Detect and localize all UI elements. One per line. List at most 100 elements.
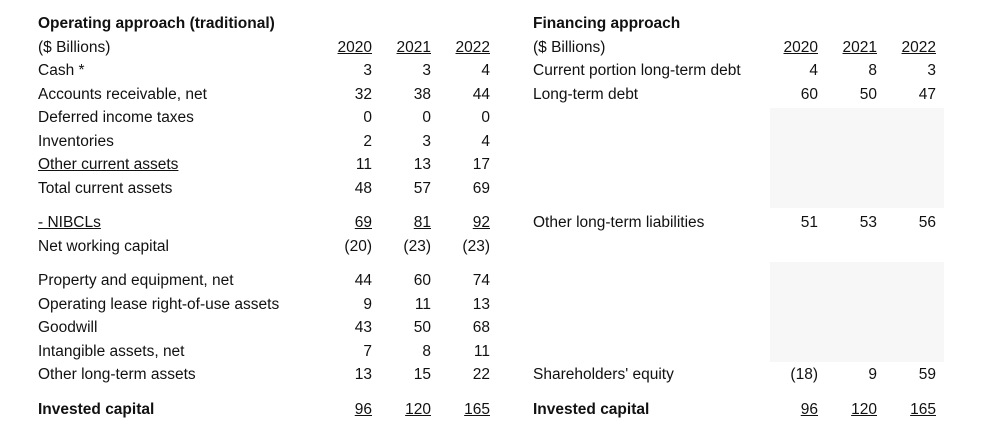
year-header: 2021 (396, 38, 431, 56)
row-value: 69 (472, 179, 490, 197)
row-value: 165 (464, 400, 490, 418)
spacer-row (533, 340, 943, 364)
row-value: 9 (363, 295, 372, 313)
row-value: 11 (414, 295, 431, 313)
row-label: Other current assets (38, 156, 179, 173)
financing-unit: ($ Billions) (533, 38, 606, 56)
operating-approach-table: Operating approach (traditional) ($ Bill… (38, 12, 498, 421)
operating-title-row: Operating approach (traditional) (38, 12, 498, 36)
spacer-row (533, 177, 943, 201)
row-value: 11 (473, 342, 490, 360)
row-label: Other long-term liabilities (533, 214, 705, 231)
spacer-row (533, 293, 943, 317)
row-label: Total current assets (38, 179, 173, 197)
year-header: 2021 (842, 38, 877, 56)
row-value: 13 (413, 156, 431, 173)
table-row: Current portion long-term debt 4 8 3 (533, 59, 943, 83)
table-row: Other long-term liabilities 51 53 56 (533, 211, 943, 235)
operating-title: Operating approach (traditional) (38, 15, 275, 32)
row-value: 11 (355, 156, 372, 173)
row-value: 165 (910, 400, 936, 418)
table-row: Deferred income taxes 0 0 0 (38, 106, 498, 130)
row-label: Cash * (38, 62, 85, 79)
table-row: Shareholders' equity (18) 9 59 (533, 363, 943, 387)
year-header: 2020 (783, 38, 818, 56)
row-value: 69 (354, 214, 372, 231)
row-value: 92 (472, 214, 490, 231)
row-value: 81 (413, 214, 431, 231)
table-row: Other long-term assets 13 15 22 (38, 363, 498, 387)
table-row: Goodwill 43 50 68 (38, 316, 498, 340)
financing-title: Financing approach (533, 15, 681, 32)
table-row: Total current assets 48 57 69 (38, 177, 498, 201)
row-label: Operating lease right-of-use assets (38, 295, 280, 313)
spacer-row (533, 235, 943, 259)
row-value: 13 (472, 295, 490, 313)
year-header: 2022 (455, 38, 490, 56)
table-row: Intangible assets, net 7 8 11 (38, 340, 498, 364)
row-value: 120 (405, 400, 431, 418)
year-header: 2022 (901, 38, 936, 56)
row-value: 50 (413, 319, 431, 336)
table-row: Long-term debt 60 50 47 (533, 83, 943, 107)
row-value: 7 (363, 342, 372, 360)
invested-capital-row: Invested capital 96 120 165 (533, 398, 943, 422)
row-value: (20) (344, 237, 372, 255)
row-label: Shareholders' equity (533, 366, 674, 383)
row-value: 4 (809, 62, 818, 79)
financing-shaded-area-lower (770, 262, 944, 362)
operating-unit: ($ Billions) (38, 38, 111, 56)
row-label: - NIBCLs (38, 214, 101, 231)
financing-title-row: Financing approach (533, 12, 943, 36)
row-label: Net working capital (38, 237, 169, 255)
row-value: 3 (422, 62, 431, 79)
row-value: 3 (422, 132, 431, 150)
spacer-row (533, 269, 943, 293)
row-label: Goodwill (38, 319, 98, 336)
row-value: 68 (472, 319, 490, 336)
financing-header-row: ($ Billions) 2020 2021 2022 (533, 36, 943, 60)
row-value: 17 (472, 156, 490, 173)
row-value: 47 (918, 85, 936, 103)
row-value: (18) (790, 366, 818, 383)
table-row: Net working capital (20) (23) (23) (38, 235, 498, 259)
spacer-row (533, 106, 943, 130)
row-value: 96 (354, 400, 372, 418)
table-row: Operating lease right-of-use assets 9 11… (38, 293, 498, 317)
row-value: 53 (859, 214, 877, 231)
operating-header-row: ($ Billions) 2020 2021 2022 (38, 36, 498, 60)
table-row: - NIBCLs 69 81 92 (38, 211, 498, 235)
table-row: Accounts receivable, net 32 38 44 (38, 83, 498, 107)
table-row: Other current assets 11 13 17 (38, 153, 498, 177)
row-label: Long-term debt (533, 85, 639, 103)
row-value: 59 (918, 366, 936, 383)
row-value: 44 (472, 85, 490, 103)
row-value: 96 (800, 400, 818, 418)
row-value: 9 (868, 366, 877, 383)
row-value: 4 (481, 62, 490, 79)
row-value: 3 (363, 62, 372, 79)
row-label: Intangible assets, net (38, 342, 185, 360)
row-value: 56 (918, 214, 936, 231)
row-value: 2 (363, 132, 372, 150)
row-value: 4 (481, 132, 490, 150)
row-value: 0 (422, 109, 431, 126)
row-value: 0 (481, 109, 490, 126)
row-value: 32 (354, 85, 372, 103)
row-value: 60 (413, 272, 431, 289)
row-label: Inventories (38, 132, 114, 150)
row-value: 74 (472, 272, 490, 289)
row-label: Invested capital (533, 400, 650, 418)
row-label: Accounts receivable, net (38, 85, 207, 103)
row-value: 8 (422, 342, 431, 360)
year-header: 2020 (337, 38, 372, 56)
row-value: (23) (403, 237, 431, 255)
row-value: 43 (354, 319, 372, 336)
row-value: 50 (859, 85, 877, 103)
row-value: 51 (800, 214, 818, 231)
row-value: 8 (868, 62, 877, 79)
financing-shaded-area (770, 108, 944, 208)
financing-approach-table: Financing approach ($ Billions) 2020 202… (533, 12, 943, 421)
row-value: 44 (354, 272, 372, 289)
row-value: 120 (851, 400, 877, 418)
